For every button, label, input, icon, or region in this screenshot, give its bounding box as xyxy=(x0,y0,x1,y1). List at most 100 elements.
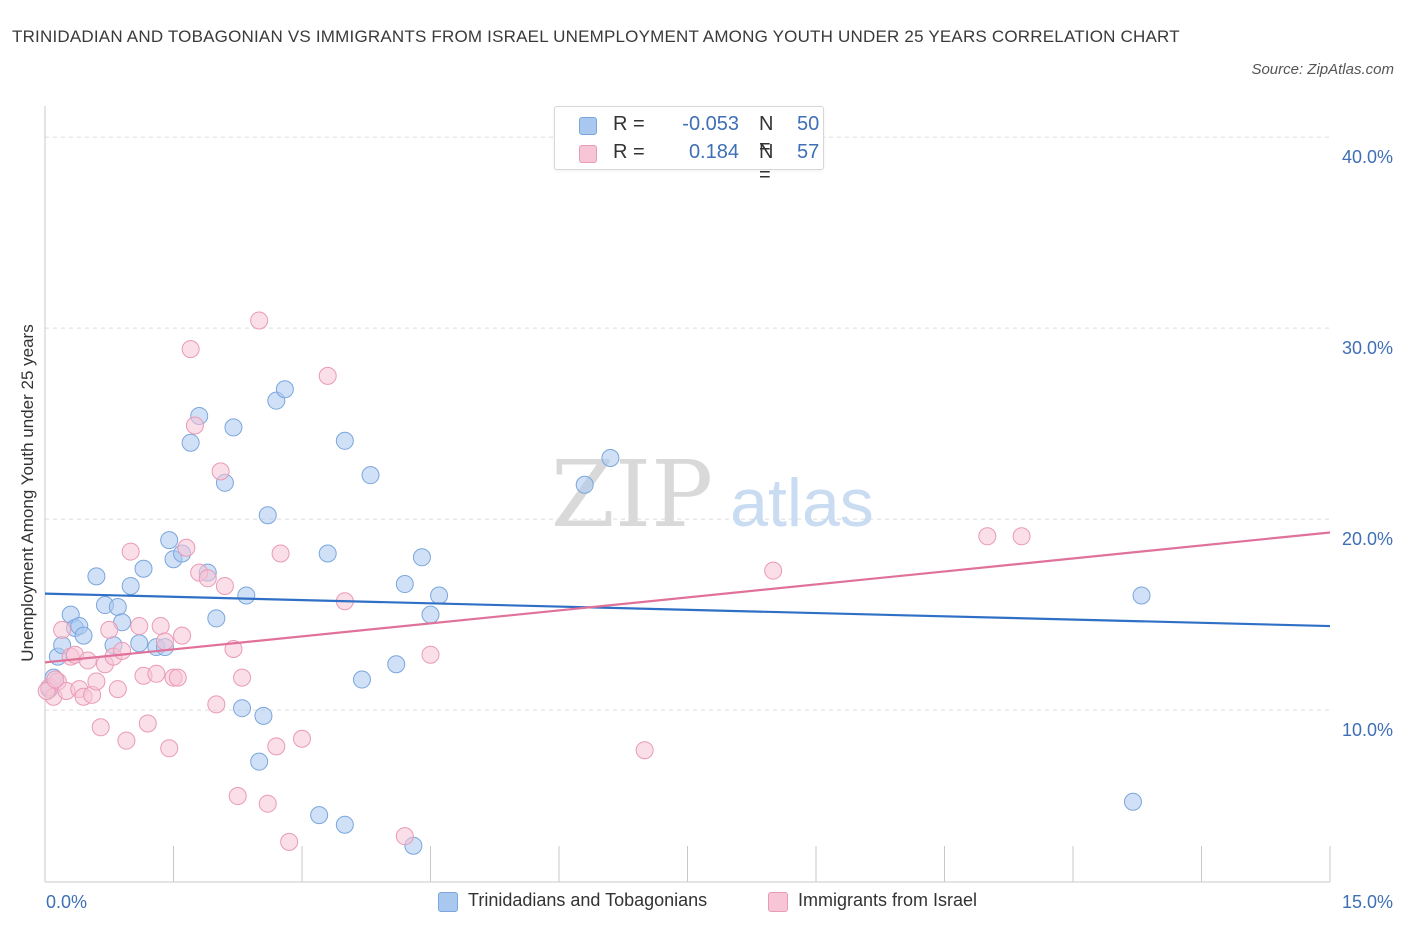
y-tick-label: 40.0% xyxy=(1342,147,1393,167)
legend-r-value: 0.184 xyxy=(688,141,739,163)
correlation-legend: R = -0.053 N = 50 R = 0.184 N = 57 xyxy=(554,106,824,186)
legend-n-value: 57 xyxy=(797,141,820,163)
point-trinidadian xyxy=(258,506,277,525)
point-israel xyxy=(421,645,440,664)
y-tick-label: 20.0% xyxy=(1342,529,1393,549)
data-points xyxy=(37,311,1151,855)
series-name-israel: Immigrants from Israel xyxy=(798,890,978,910)
legend-r-label: R = xyxy=(613,141,645,163)
watermark-zip: ZIP xyxy=(551,441,713,548)
point-trinidadian xyxy=(121,576,140,595)
series-name-trinidadian: Trinidadians and Tobagonians xyxy=(468,890,708,910)
point-israel xyxy=(764,561,783,580)
point-israel xyxy=(155,632,174,651)
point-trinidadian xyxy=(318,544,337,563)
point-israel xyxy=(250,311,269,330)
point-trinidadian xyxy=(237,586,256,605)
point-israel xyxy=(177,538,196,557)
watermark-atlas: atlas xyxy=(730,465,874,541)
trend-line-trinidadian xyxy=(44,592,1331,628)
point-israel xyxy=(258,794,277,813)
y-tick-label: 10.0% xyxy=(1342,720,1393,740)
point-israel xyxy=(108,680,127,699)
point-israel xyxy=(228,787,247,806)
legend-swatch-israel xyxy=(579,145,597,163)
point-trinidadian xyxy=(254,706,273,725)
point-israel xyxy=(168,668,187,687)
point-israel xyxy=(100,620,119,639)
legend-swatch-trinidadian xyxy=(579,117,597,135)
point-trinidadian xyxy=(601,448,620,467)
point-trinidadian xyxy=(87,567,106,586)
point-israel xyxy=(635,741,654,760)
legend-n-label: N = xyxy=(759,113,774,158)
point-trinidadian xyxy=(395,575,414,594)
point-israel xyxy=(271,544,290,563)
point-trinidadian xyxy=(207,609,226,628)
point-trinidadian xyxy=(421,605,440,624)
point-israel xyxy=(151,617,170,636)
point-israel xyxy=(211,462,230,481)
point-israel xyxy=(117,731,136,750)
source-label: Source: ZipAtlas.com xyxy=(1251,61,1394,78)
point-trinidadian xyxy=(74,626,93,645)
point-trinidadian xyxy=(181,433,200,452)
watermark: ZIP atlas xyxy=(551,441,874,548)
axes xyxy=(44,106,1331,883)
point-israel xyxy=(53,620,72,639)
point-trinidadian xyxy=(335,431,354,450)
point-trinidadian xyxy=(224,418,243,437)
point-trinidadian xyxy=(108,597,127,616)
x-tick-label: 0.0% xyxy=(46,892,87,912)
point-trinidadian xyxy=(575,475,594,494)
point-trinidadian xyxy=(387,655,406,674)
point-israel xyxy=(198,569,217,588)
point-israel xyxy=(113,641,132,660)
point-israel xyxy=(293,729,311,748)
series-swatch-israel xyxy=(768,892,788,912)
point-trinidadian xyxy=(1123,792,1142,811)
point-trinidadian xyxy=(335,815,354,834)
point-israel xyxy=(160,739,179,758)
point-trinidadian xyxy=(160,531,179,550)
point-trinidadian xyxy=(1132,586,1151,605)
legend-n-value: 50 xyxy=(797,113,820,135)
point-trinidadian xyxy=(134,559,153,578)
point-trinidadian xyxy=(310,806,329,825)
legend-r-label: R = xyxy=(613,113,645,135)
point-israel xyxy=(1012,527,1031,546)
point-trinidadian xyxy=(250,752,269,771)
y-tick-label: 30.0% xyxy=(1342,338,1393,358)
point-trinidadian xyxy=(130,634,149,653)
point-israel xyxy=(130,617,149,636)
point-trinidadian xyxy=(412,548,431,567)
y-axis-label: Unemployment Among Youth under 25 years xyxy=(18,324,37,661)
point-trinidadian xyxy=(430,586,449,605)
trend-lines xyxy=(44,531,1331,664)
point-israel xyxy=(181,340,200,359)
point-israel xyxy=(318,366,337,385)
point-israel xyxy=(207,695,226,714)
point-trinidadian xyxy=(361,466,380,485)
legend-r-value: -0.053 xyxy=(682,113,739,135)
point-israel xyxy=(87,672,106,691)
trend-line-israel xyxy=(44,531,1331,664)
point-israel xyxy=(91,718,110,737)
point-trinidadian xyxy=(233,699,252,718)
chart-title: TRINIDADIAN AND TOBAGONIAN VS IMMIGRANTS… xyxy=(12,27,1180,46)
tick-labels: 10.0% 20.0% 30.0% 40.0% 0.0% 15.0% xyxy=(46,147,1393,912)
point-israel xyxy=(78,651,97,670)
point-israel xyxy=(185,416,204,435)
point-israel xyxy=(46,670,65,689)
point-israel xyxy=(147,664,166,683)
point-israel xyxy=(173,626,192,645)
x-tick-label: 15.0% xyxy=(1342,892,1393,912)
series-swatch-trinidadian xyxy=(438,892,458,912)
point-israel xyxy=(138,714,157,733)
point-trinidadian xyxy=(352,670,371,689)
point-israel xyxy=(121,542,140,561)
point-israel xyxy=(280,832,299,851)
point-trinidadian xyxy=(275,380,294,399)
legend-n-label: N = xyxy=(759,141,774,186)
